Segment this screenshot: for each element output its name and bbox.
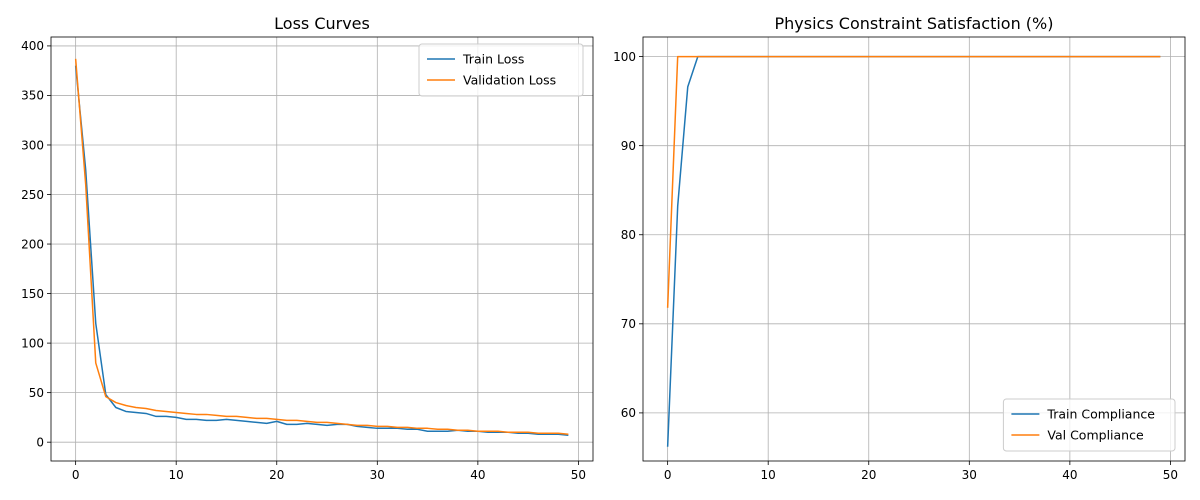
x-tick-label: 30 <box>962 468 977 482</box>
y-tick-label: 50 <box>29 386 44 400</box>
physics-constraint-title: Physics Constraint Satisfaction (%) <box>775 14 1054 33</box>
y-tick-label: 100 <box>613 50 636 64</box>
legend-box <box>418 43 584 97</box>
y-tick-label: 70 <box>621 317 636 331</box>
y-tick-label: 100 <box>21 336 44 350</box>
legend-box <box>1002 398 1176 452</box>
y-tick-label: 300 <box>21 138 44 152</box>
loss-curves-panel: Loss Curves 0 10 20 30 40 50 0 50 100 150 200 250 30… <box>21 14 594 482</box>
series-line-validation-loss <box>74 58 569 435</box>
x-tick-label: 50 <box>571 468 586 482</box>
x-tick-label: 20 <box>861 468 876 482</box>
x-tick-label: 10 <box>761 468 776 482</box>
x-tick-label: 40 <box>470 468 485 482</box>
y-tick-label: 200 <box>21 237 44 251</box>
x-tick-label: 50 <box>1163 468 1178 482</box>
x-tick-label: 30 <box>370 468 385 482</box>
physics-constraint-panel: Physics Constraint Satisfaction (%) 0 10 2… <box>613 14 1186 482</box>
x-tick-label: 10 <box>169 468 184 482</box>
y-tick-label: 0 <box>36 435 44 449</box>
y-tick-label: 150 <box>21 287 44 301</box>
x-tick-label: 0 <box>72 468 80 482</box>
loss-curves-title: Loss Curves <box>274 14 370 33</box>
axes-frame <box>50 36 594 462</box>
x-tick-label: 0 <box>664 468 672 482</box>
series-line-val-compliance <box>666 55 1161 308</box>
y-tick-label: 80 <box>621 228 636 242</box>
y-tick-label: 250 <box>21 188 44 202</box>
legend-label: Validation Loss <box>463 73 556 88</box>
series-line-train-loss <box>74 65 569 436</box>
legend-label: Train Loss <box>462 52 524 67</box>
x-tick-label: 20 <box>269 468 284 482</box>
axes-frame <box>642 36 1186 462</box>
y-tick-label: 60 <box>621 406 636 420</box>
legend: Train Compliance Val Compliance <box>1002 398 1176 452</box>
y-tick-label: 90 <box>621 139 636 153</box>
x-tick-label: 40 <box>1062 468 1077 482</box>
y-tick-label: 350 <box>21 89 44 103</box>
legend: Train Loss Validation Loss <box>418 43 584 97</box>
y-tick-label: 400 <box>21 39 44 53</box>
legend-label: Val Compliance <box>1047 428 1144 443</box>
legend-label: Train Compliance <box>1046 407 1155 422</box>
gridlines <box>51 37 593 461</box>
